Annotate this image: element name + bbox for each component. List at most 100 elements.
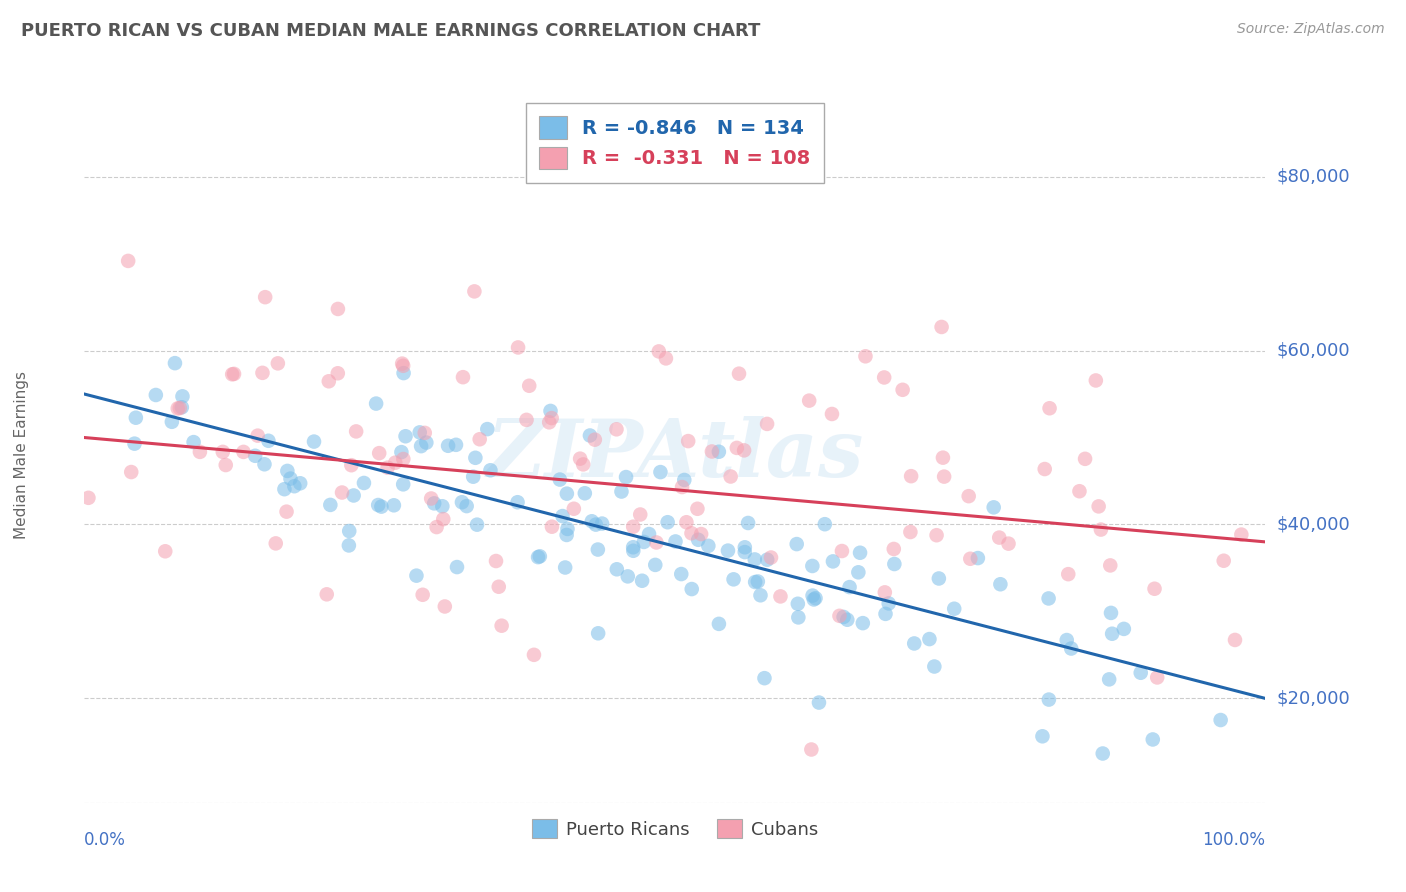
Point	[506, 341, 529, 355]
Point	[1146, 670, 1168, 684]
Point	[900, 469, 922, 483]
Point	[1209, 713, 1232, 727]
Point	[1099, 606, 1122, 620]
Point	[554, 560, 576, 574]
Point	[744, 575, 766, 590]
Point	[1230, 527, 1253, 541]
Point	[1091, 747, 1114, 761]
Point	[377, 460, 399, 475]
Text: $20,000: $20,000	[1277, 690, 1350, 707]
Point	[800, 742, 823, 756]
Point	[1143, 582, 1166, 596]
Point	[821, 407, 844, 421]
Point	[644, 558, 666, 572]
Point	[444, 438, 467, 452]
Point	[903, 636, 925, 650]
Point	[875, 607, 897, 621]
Point	[343, 488, 366, 502]
Point	[657, 515, 679, 529]
Point	[747, 574, 769, 589]
Point	[391, 445, 413, 459]
Point	[650, 465, 672, 479]
Point	[831, 544, 853, 558]
Point	[648, 344, 671, 359]
Point	[392, 452, 415, 467]
Point	[254, 290, 277, 304]
Text: 100.0%: 100.0%	[1202, 830, 1265, 848]
Point	[733, 443, 755, 458]
Point	[988, 531, 1011, 545]
Point	[326, 301, 349, 316]
Point	[215, 458, 238, 472]
Point	[392, 366, 415, 380]
Text: Source: ZipAtlas.com: Source: ZipAtlas.com	[1237, 22, 1385, 37]
Point	[883, 557, 905, 571]
Point	[723, 572, 745, 586]
Point	[463, 469, 485, 483]
Point	[925, 528, 948, 542]
Point	[527, 550, 550, 565]
Point	[605, 422, 627, 436]
Point	[581, 514, 603, 528]
Text: PUERTO RICAN VS CUBAN MEDIAN MALE EARNINGS CORRELATION CHART: PUERTO RICAN VS CUBAN MEDIAN MALE EARNIN…	[21, 22, 761, 40]
Point	[170, 401, 193, 415]
Point	[924, 659, 946, 673]
Point	[437, 439, 460, 453]
Point	[479, 463, 502, 477]
Point	[540, 404, 562, 418]
Point	[707, 616, 730, 631]
Point	[485, 554, 508, 568]
Point	[873, 585, 896, 599]
Point	[586, 626, 609, 640]
Point	[838, 580, 860, 594]
Point	[1098, 673, 1121, 687]
Point	[848, 566, 870, 580]
Point	[125, 410, 148, 425]
Point	[515, 413, 537, 427]
Point	[464, 450, 486, 465]
Point	[409, 425, 432, 440]
Point	[562, 501, 585, 516]
Point	[557, 522, 579, 536]
Point	[1223, 632, 1246, 647]
Point	[541, 519, 564, 533]
Point	[671, 480, 693, 494]
Point	[326, 366, 349, 380]
Point	[676, 434, 699, 448]
Point	[302, 434, 325, 449]
Point	[610, 484, 633, 499]
Point	[1084, 374, 1107, 388]
Point	[585, 517, 607, 532]
Point	[586, 542, 609, 557]
Point	[821, 554, 844, 568]
Point	[807, 696, 830, 710]
Text: $80,000: $80,000	[1277, 168, 1350, 186]
Point	[1129, 665, 1152, 680]
Point	[384, 456, 406, 470]
Point	[77, 491, 100, 505]
Point	[769, 590, 792, 604]
Point	[1069, 484, 1091, 499]
Point	[432, 500, 454, 514]
Point	[264, 536, 287, 550]
Point	[117, 254, 139, 268]
Point	[1031, 729, 1053, 743]
Point	[786, 597, 808, 611]
Point	[616, 569, 638, 583]
Point	[931, 320, 953, 334]
Point	[337, 538, 360, 552]
Point	[1038, 692, 1060, 706]
Point	[506, 495, 529, 509]
Point	[655, 351, 678, 366]
Point	[446, 560, 468, 574]
Point	[290, 476, 312, 491]
Point	[366, 396, 388, 410]
Point	[420, 491, 443, 506]
Point	[1056, 633, 1078, 648]
Point	[574, 486, 596, 500]
Point	[394, 429, 416, 443]
Point	[451, 495, 474, 509]
Point	[801, 589, 824, 603]
Point	[756, 552, 779, 566]
Point	[734, 545, 756, 559]
